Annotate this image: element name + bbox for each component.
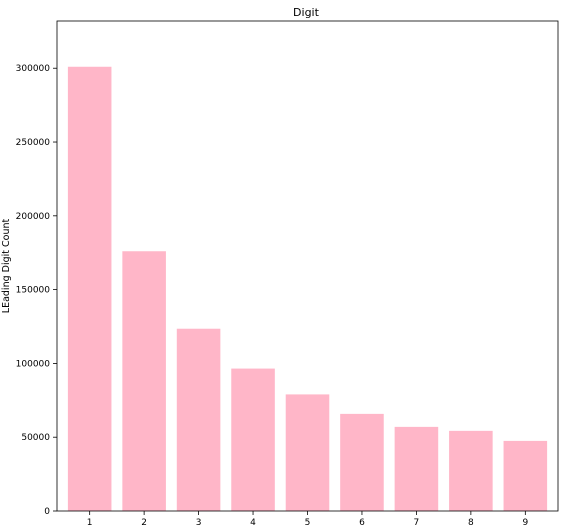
bar-3 [176,328,221,511]
x-tick-label: 2 [141,518,147,528]
y-tick-label: 0 [44,507,50,517]
bar-2 [122,251,166,511]
chart-title: Digit [293,6,320,19]
y-tick-label: 300000 [16,64,51,74]
bar-7 [394,426,439,511]
x-axis-ticks: 1 2 3 4 5 6 7 8 9 [87,511,528,528]
x-tick-label: 6 [359,518,365,528]
bar-5 [285,394,330,511]
y-axis-ticks: 0 50000 100000 150000 200000 250000 300000 [16,64,57,517]
y-axis-title: LEading Digit Count [1,219,12,314]
bar-1 [67,66,112,511]
y-tick-label: 100000 [16,359,51,369]
x-tick-label: 8 [468,518,474,528]
bars-group [67,66,548,511]
y-tick-label: 50000 [21,433,50,443]
bar-6 [340,413,384,511]
y-tick-label: 250000 [16,138,51,148]
x-tick-label: 5 [305,518,311,528]
x-tick-label: 9 [522,518,528,528]
bar-4 [231,368,275,511]
bar-8 [449,430,493,511]
x-tick-label: 3 [196,518,202,528]
y-tick-label: 150000 [16,286,51,296]
x-tick-label: 4 [250,518,256,528]
x-tick-label: 1 [87,518,93,528]
plot-frame [56,20,559,512]
y-tick-label: 200000 [16,212,51,222]
x-tick-label: 7 [414,518,420,528]
bar-9 [503,440,548,511]
